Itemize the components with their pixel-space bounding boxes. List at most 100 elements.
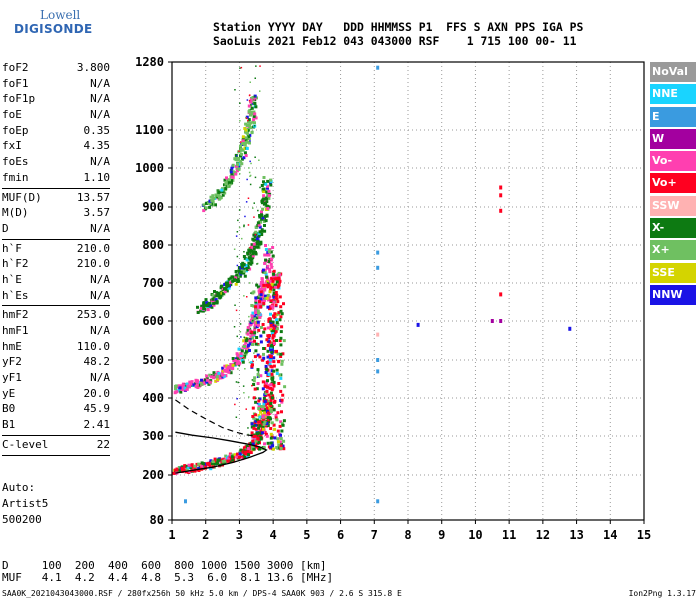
cluster-point [250,304,254,307]
muf-distance-row: D 100 200 400 600 800 1000 1500 3000 [km… [2,559,327,572]
cluster-point [263,327,267,331]
param-name: foF1p [2,92,36,106]
trace-point [224,454,228,458]
sparse-point [249,174,252,177]
sparse-point [237,219,239,222]
trace-point [244,350,248,354]
trace-point [259,302,263,306]
cluster-point [279,437,283,441]
trace-point [249,335,253,339]
trace-point [255,96,258,100]
trace-point [238,450,242,454]
trace-point [245,115,249,119]
trace-point [248,141,251,145]
param-name: foE [2,108,22,122]
trace-point [261,207,265,211]
trace-point [225,176,228,180]
cluster-point [273,436,277,440]
trace-point [260,299,264,303]
trace-point [270,375,274,379]
cluster-point [252,447,256,451]
cluster-point [261,427,265,431]
cluster-point [275,372,279,375]
trace-point [245,147,249,150]
cluster-point [250,330,254,334]
trace-point [263,214,267,218]
trace-point [266,264,270,268]
trace-point [220,188,224,192]
trace-point [244,122,248,126]
trace-point [252,114,256,118]
cluster-point [271,444,275,448]
trace-point [244,352,248,356]
trace-point [265,413,269,417]
param-row-foe: foE N/A [2,107,110,123]
cluster-point [280,410,283,414]
muf-value-row: MUF 4.1 4.2 4.4 4.8 5.3 6.0 8.1 13.6 [MH… [2,571,334,584]
param-row-h-e: h`E N/A [2,272,110,288]
cluster-point [259,374,263,378]
trace-point [246,447,250,450]
trace-point [240,152,243,156]
cluster-point [255,283,259,287]
trace-point [243,256,247,260]
trace-point [275,318,278,322]
cluster-point [254,305,257,309]
header-line1: Station YYYY DAY DDD HHMMSS P1 FFS S AXN… [213,20,584,34]
trace-point [266,399,270,403]
cluster-point [253,387,257,391]
cluster-point [276,429,280,433]
sparse-point [248,361,251,364]
trace-point [173,468,177,472]
trace-point [248,444,252,448]
sparse-point [257,343,260,345]
trace-point [258,214,262,217]
trace-point [273,324,277,328]
cluster-point [255,418,259,422]
trace-point [278,273,282,277]
sparse-point [256,331,259,334]
trace-point [212,197,216,200]
trace-point [257,311,260,315]
trace-point [221,190,225,194]
trace-point [239,354,243,358]
trace-point [262,194,266,198]
param-name: B1 [2,418,16,432]
trace-point [234,275,238,279]
trace-point [228,180,232,184]
trace-point [251,120,255,124]
trace-point [267,319,271,323]
cluster-point [259,437,263,441]
trace-point [260,212,263,216]
trace-point [223,283,227,287]
trace-point [214,298,218,302]
y-tick-label: 500 [142,353,164,367]
trace-point [263,288,267,292]
trace-point [246,328,250,332]
cluster-point [269,408,273,412]
trace-point [236,169,239,173]
trace-point [210,301,214,305]
trace-point [272,329,276,333]
cluster-point [256,309,260,313]
isolated-point [499,319,503,323]
sparse-point [236,255,239,258]
trace-point [215,300,219,304]
trace-point [257,234,261,238]
cluster-point [278,318,282,322]
trace-point [264,244,267,247]
trace-point [242,255,246,258]
trace-point [272,356,276,360]
cluster-point [278,373,282,377]
trace-point [248,342,252,346]
trace-point [262,295,266,299]
sparse-point [245,201,248,203]
sparse-point [250,108,252,110]
trace-point [264,371,268,374]
trace-point [268,406,272,410]
param-row-hmf1: hmF1 N/A [2,323,110,339]
cluster-point [277,311,281,315]
trace-point [205,380,209,384]
trace-point [205,377,209,381]
trace-point [216,378,220,382]
